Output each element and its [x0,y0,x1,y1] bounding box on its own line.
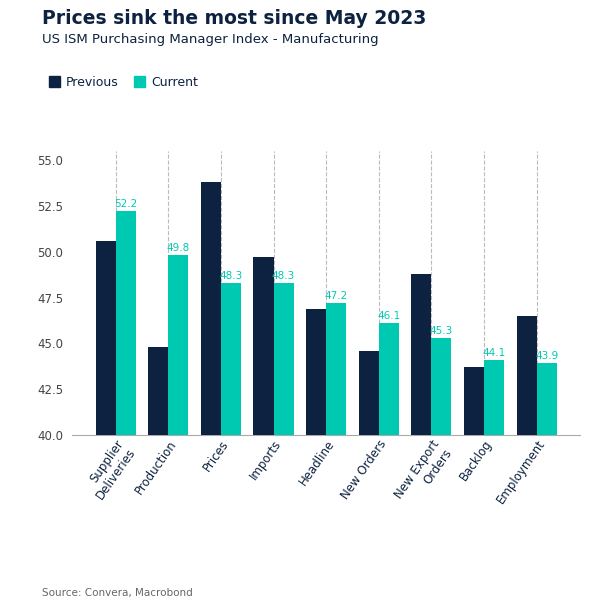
Bar [326,303,346,435]
Bar [274,283,294,435]
Text: 52.2: 52.2 [114,199,137,209]
Text: 44.1: 44.1 [483,347,506,358]
Bar [168,255,188,435]
Text: Prices sink the most since May 2023: Prices sink the most since May 2023 [42,9,426,28]
Bar [431,338,451,435]
Bar [201,182,221,435]
Bar [464,367,484,435]
Bar [95,241,115,435]
Legend: Previous, Current: Previous, Current [48,76,198,89]
Bar [411,274,431,435]
Text: 48.3: 48.3 [219,271,242,281]
Text: US ISM Purchasing Manager Index - Manufacturing: US ISM Purchasing Manager Index - Manufa… [42,33,379,47]
Text: 48.3: 48.3 [272,271,295,281]
Text: 47.2: 47.2 [324,291,348,301]
Text: Source: Convera, Macrobond: Source: Convera, Macrobond [42,588,193,598]
Bar [537,364,557,435]
Bar [379,323,399,435]
Text: 43.9: 43.9 [535,352,559,361]
Text: 45.3: 45.3 [430,326,453,336]
Bar [254,257,274,435]
Bar [517,316,537,435]
Bar [484,360,504,435]
Text: 49.8: 49.8 [167,243,190,253]
Bar [221,283,241,435]
Bar [306,309,326,435]
Text: 46.1: 46.1 [377,311,400,321]
Bar [359,351,379,435]
Bar [115,211,135,435]
Bar [148,347,168,435]
